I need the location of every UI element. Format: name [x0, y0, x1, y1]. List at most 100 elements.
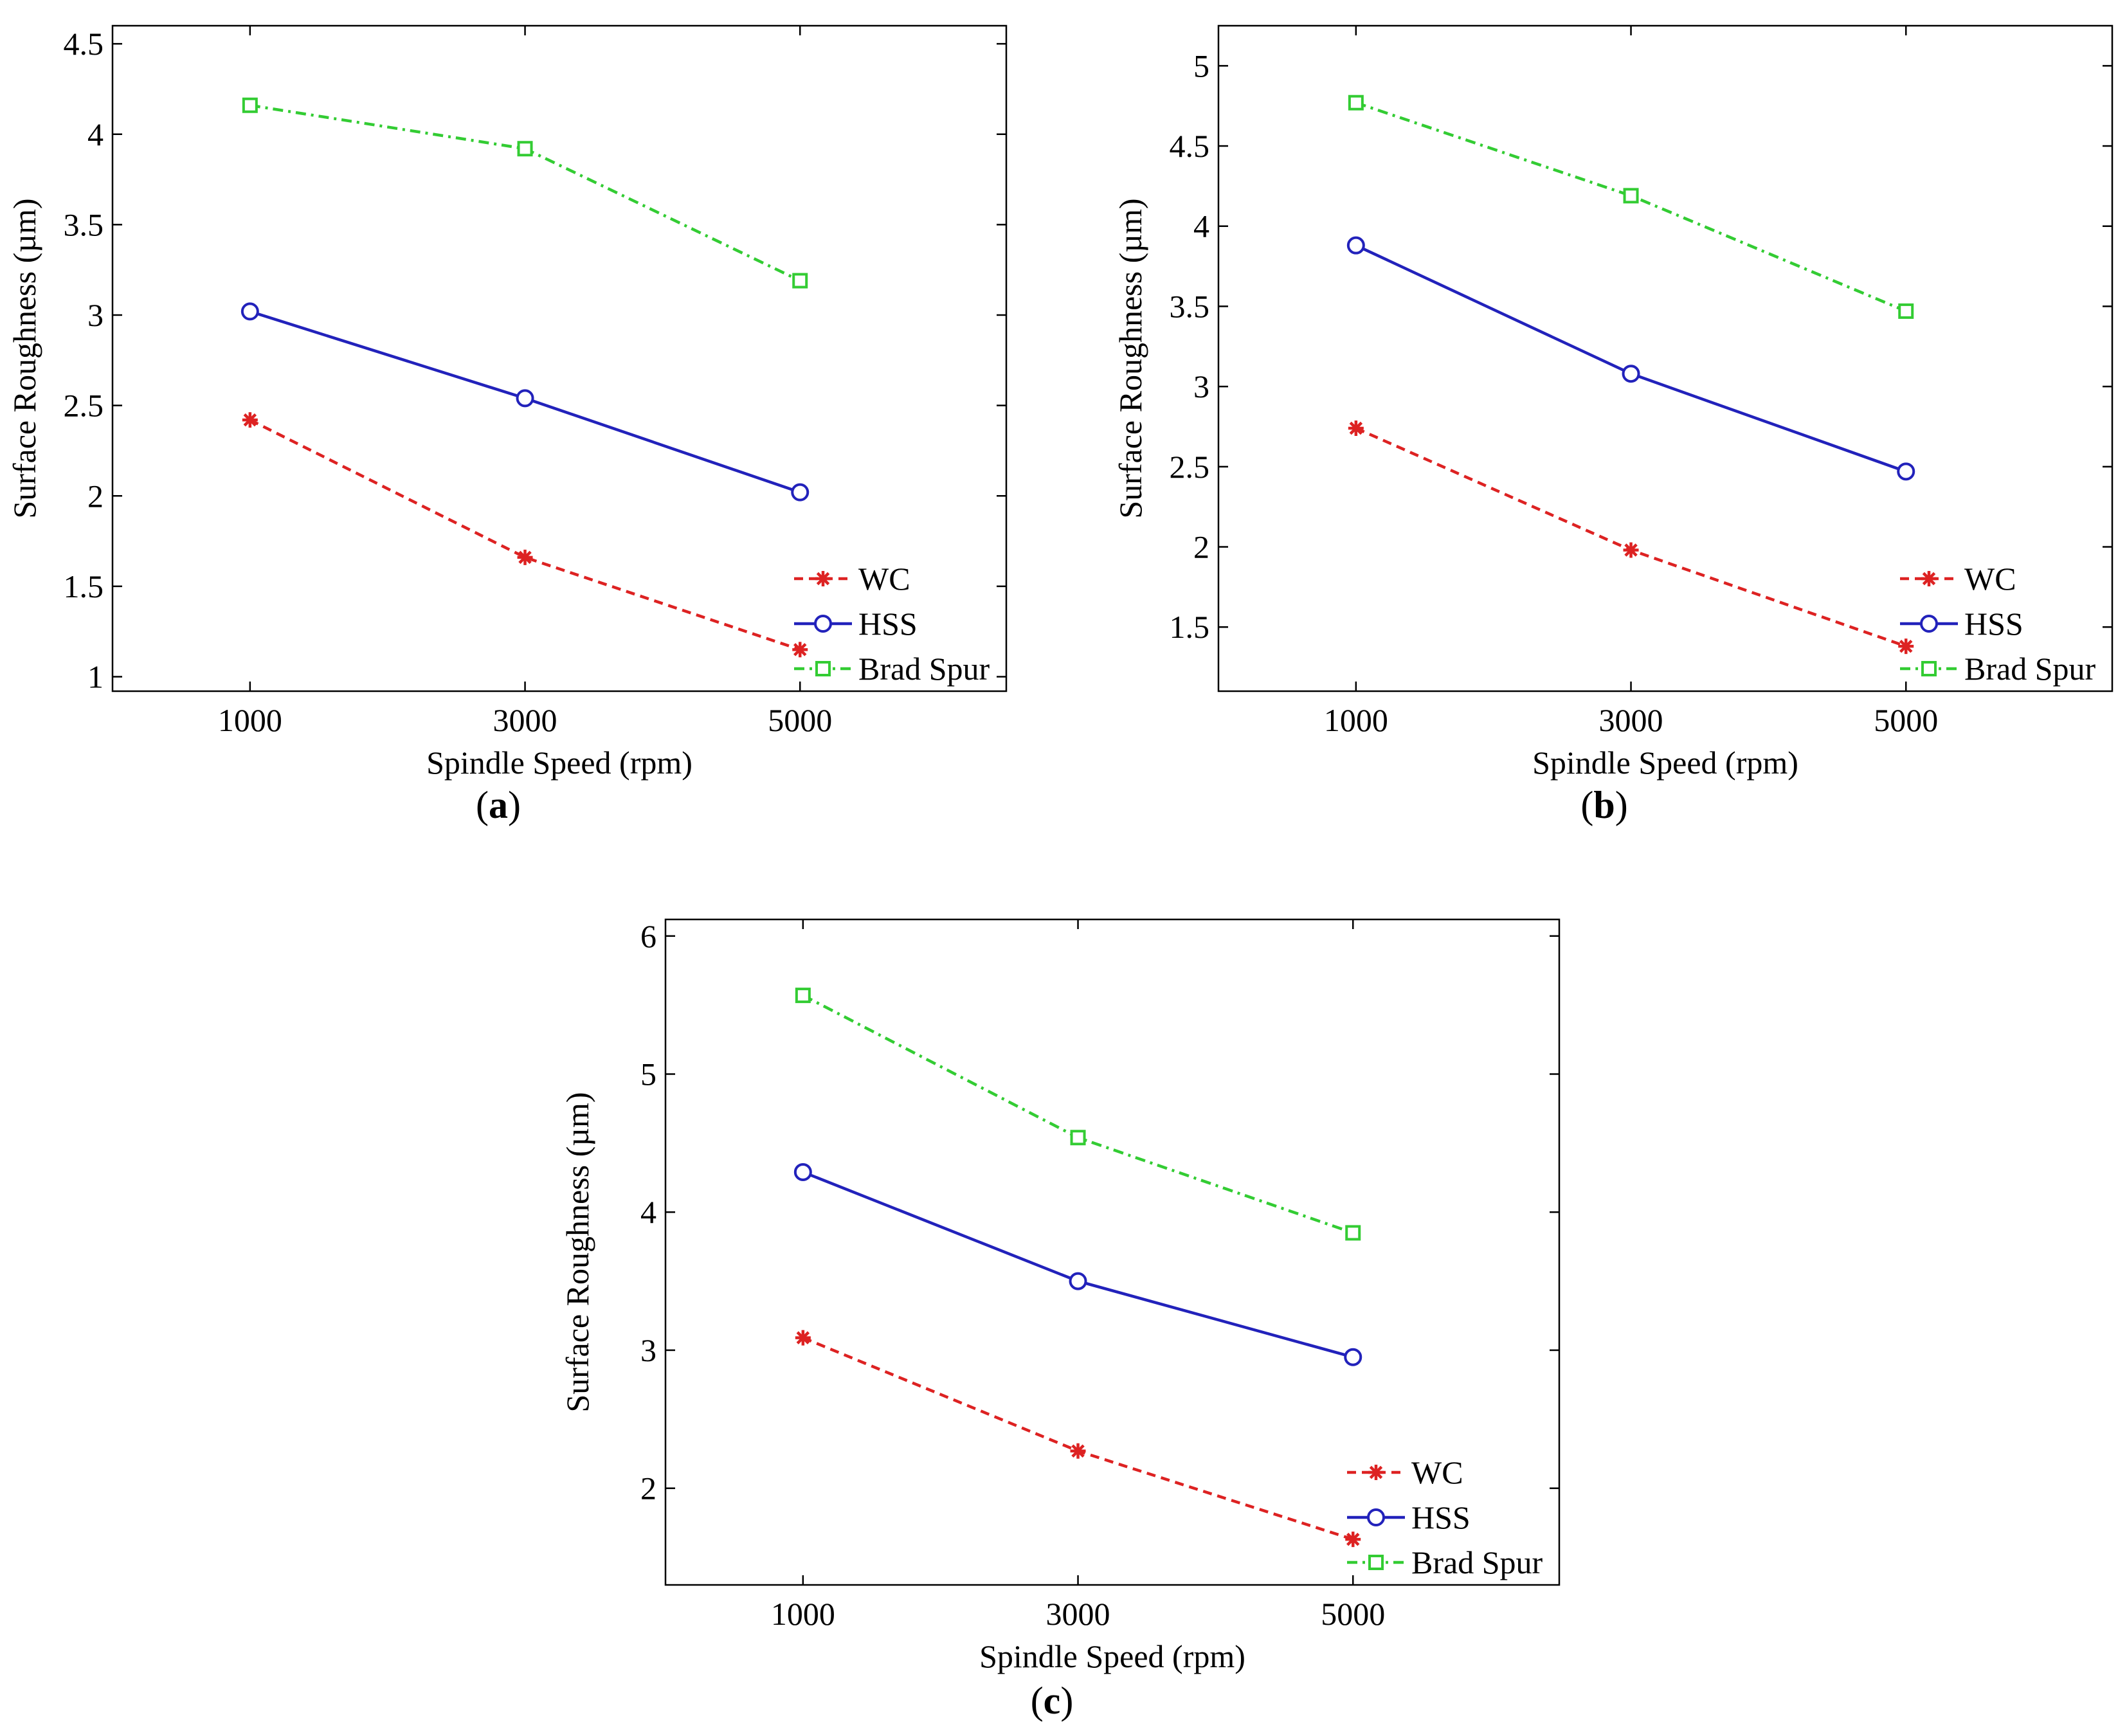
y-tick-label: 4: [640, 1194, 656, 1230]
series-wc: [1348, 420, 1914, 655]
caption-letter: a: [489, 784, 508, 826]
series-line-brad-spur: [249, 104, 801, 282]
data-point-hss: [1346, 236, 1365, 255]
caption-open: (: [1031, 1679, 1044, 1722]
y-tick-label: 1: [87, 659, 104, 695]
legend-label-brad-spur: Brad Spur: [1964, 651, 2096, 687]
legend-marker-brad-spur: [1921, 661, 1937, 676]
caption-open: (: [476, 784, 489, 826]
x-tick-label: 3000: [493, 702, 557, 738]
series-line-wc: [1355, 426, 1906, 648]
caption-letter: b: [1593, 784, 1615, 826]
series-hss: [793, 1162, 1362, 1366]
legend-item-brad-spur: Brad Spur: [1347, 1544, 1543, 1580]
legend-item-wc: WC: [1347, 1454, 1463, 1490]
series-brad-spur: [795, 988, 1361, 1241]
series-line-hss: [1355, 244, 1906, 473]
data-point-brad-spur: [517, 141, 533, 157]
legend-marker-wc: [815, 571, 831, 586]
legend-marker-hss: [814, 615, 832, 633]
plot-frame: [664, 918, 1561, 1586]
data-point-hss: [240, 302, 259, 321]
series-line-brad-spur: [802, 994, 1353, 1234]
data-point-wc: [1070, 1443, 1086, 1459]
x-tick-label: 5000: [1321, 1596, 1385, 1632]
y-tick-label: 2: [1193, 529, 1209, 565]
y-tick-label: 5: [640, 1056, 656, 1092]
legend-marker-brad-spur: [1368, 1555, 1384, 1570]
y-tick-label: 2: [87, 478, 104, 514]
series-wc: [242, 412, 808, 658]
panel-caption: (b): [1580, 784, 1627, 826]
legend-label-hss: HSS: [1964, 606, 2023, 642]
data-point-hss: [1069, 1272, 1087, 1290]
y-tick-label: 4.5: [1170, 128, 1210, 164]
data-point-brad-spur: [242, 97, 258, 113]
x-tick-label: 1000: [218, 702, 282, 738]
y-tick-label: 1.5: [64, 568, 104, 604]
chart-panel-a: 1 1.5 2 2.5 3 3.5 4 4.5 1000 3000 5000 Spindle Spee…: [6, 24, 1008, 826]
data-point-brad-spur: [1898, 303, 1914, 319]
series-line-wc: [802, 1336, 1353, 1541]
data-point-wc: [1345, 1532, 1361, 1548]
x-tick-label: 3000: [1599, 702, 1663, 738]
data-point-hss: [1344, 1348, 1362, 1366]
legend: WC HSS Brad Spur: [1900, 561, 2096, 687]
panel-caption: (c): [1031, 1679, 1074, 1722]
series-brad-spur: [242, 97, 808, 289]
y-tick-label: 3.5: [1170, 288, 1210, 324]
caption-close: ): [508, 784, 521, 826]
plot-frame: [1217, 24, 2113, 692]
legend-item-hss: HSS: [1900, 606, 2023, 642]
y-tick-label: 2: [640, 1470, 656, 1506]
data-point-wc: [795, 1330, 811, 1346]
y-tick-label: 3: [640, 1332, 656, 1368]
legend-item-wc: WC: [794, 561, 910, 597]
caption-close: ): [1060, 1679, 1073, 1722]
y-tick-label: 3: [1193, 368, 1209, 404]
y-tick-label: 2.5: [1170, 449, 1210, 485]
legend-item-brad-spur: Brad Spur: [794, 651, 990, 687]
data-point-hss: [1622, 365, 1640, 383]
series-brad-spur: [1348, 95, 1914, 319]
x-axis-label: Spindle Speed (rpm): [979, 1638, 1245, 1674]
series-line-brad-spur: [1355, 101, 1907, 313]
data-point-brad-spur: [795, 988, 811, 1004]
y-tick-label: 2.5: [64, 388, 104, 424]
legend-label-hss: HSS: [1411, 1499, 1471, 1535]
legend-label-hss: HSS: [858, 606, 918, 642]
data-point-hss: [793, 1162, 812, 1181]
data-point-brad-spur: [1070, 1130, 1086, 1146]
x-tick-label: 5000: [1874, 702, 1938, 738]
legend-marker-wc: [1921, 571, 1937, 586]
data-point-wc: [1623, 542, 1639, 558]
legend-label-wc: WC: [858, 561, 910, 597]
data-point-brad-spur: [792, 273, 808, 289]
data-point-wc: [792, 642, 808, 658]
data-point-brad-spur: [1348, 95, 1364, 111]
y-tick-label: 3.5: [64, 206, 104, 242]
y-tick-label: 4: [87, 116, 104, 152]
panel-caption: (a): [476, 784, 521, 826]
legend-item-hss: HSS: [1347, 1499, 1471, 1535]
legend-item-brad-spur: Brad Spur: [1900, 651, 2096, 687]
legend-marker-wc: [1368, 1465, 1384, 1480]
chart-panel-b: 1.5 2 2.5 3 3.5 4 4.5 5 1000 3000 5000 Spindle Spee…: [1112, 24, 2113, 826]
data-point-brad-spur: [1623, 188, 1639, 204]
data-point-wc: [1348, 420, 1364, 436]
data-point-hss: [516, 389, 534, 408]
series-line-hss: [802, 1170, 1353, 1359]
x-tick-label: 5000: [768, 702, 832, 738]
data-point-hss: [791, 483, 810, 502]
caption-open: (: [1580, 784, 1593, 826]
legend-label-wc: WC: [1964, 561, 2016, 597]
legend: WC HSS Brad Spur: [1347, 1454, 1543, 1580]
x-tick-label: 1000: [1324, 702, 1388, 738]
data-point-brad-spur: [1345, 1225, 1361, 1241]
x-axis-label: Spindle Speed (rpm): [426, 745, 692, 781]
legend-label-brad-spur: Brad Spur: [1411, 1544, 1543, 1580]
y-tick-label: 4.5: [64, 26, 104, 62]
series-line-wc: [249, 419, 801, 651]
y-tick-label: 1.5: [1170, 609, 1210, 645]
series-hss: [1346, 236, 1915, 481]
